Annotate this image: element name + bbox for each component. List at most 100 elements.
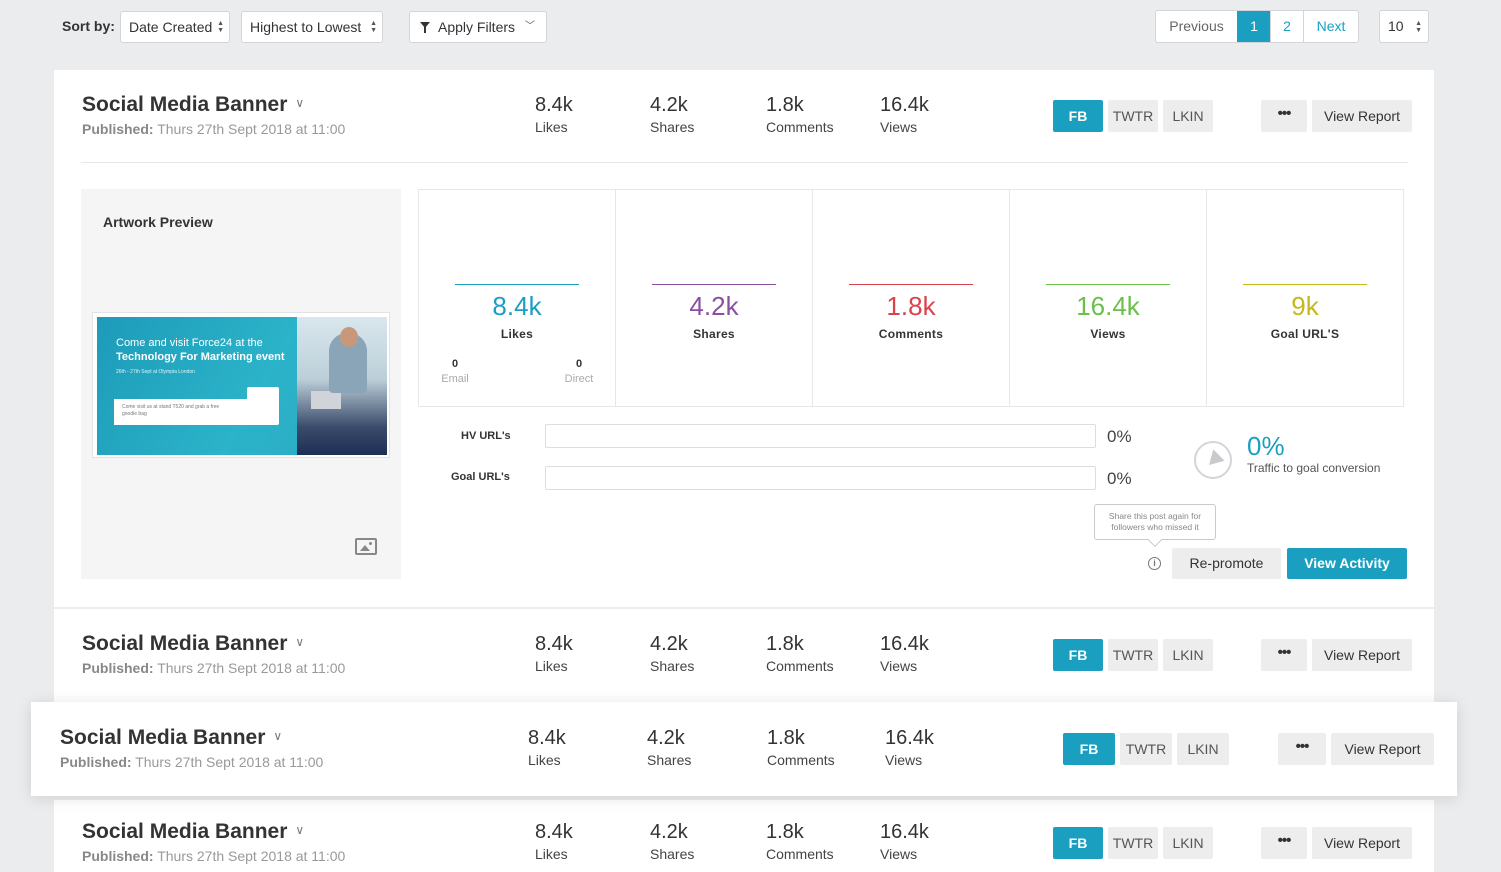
stat-views: 16.4k Views — [885, 727, 934, 768]
network-twtr-button[interactable]: TWTR — [1120, 733, 1172, 765]
stat-value: 16.4k — [880, 821, 929, 843]
stat-label: Views — [880, 846, 918, 862]
stat-likes: 8.4k Likes — [535, 633, 573, 674]
network-fb-button[interactable]: FB — [1053, 639, 1103, 671]
per-page-select[interactable]: 10 ▲ ▼ — [1379, 10, 1429, 43]
stat-label: Shares — [650, 658, 695, 674]
chevron-down-icon: ﹀ — [525, 21, 535, 32]
artwork-banner: Come and visit Force24 at the Technology… — [97, 317, 387, 455]
select-arrows-icon: ▲ ▼ — [217, 20, 224, 34]
post-title[interactable]: Social Media Banner ∨ — [60, 726, 282, 750]
more-options-button[interactable]: ••• — [1261, 827, 1307, 859]
post-title[interactable]: Social Media Banner ∨ — [82, 632, 304, 656]
view-report-button[interactable]: View Report — [1331, 733, 1434, 765]
network-twtr-button[interactable]: TWTR — [1108, 827, 1158, 859]
apply-filters-button[interactable]: Apply Filters ﹀ — [409, 11, 547, 43]
view-report-button[interactable]: View Report — [1312, 639, 1412, 671]
view-report-button[interactable]: View Report — [1312, 100, 1412, 132]
stat-accent-bar — [1243, 284, 1367, 285]
stat-value: 1.8k — [767, 727, 805, 749]
stat-accent-bar — [1046, 284, 1170, 285]
stat-label: Views — [880, 119, 918, 135]
goodie-bag-illustration — [247, 387, 279, 425]
stat-label: Comments — [766, 846, 834, 862]
stat-label: Views — [885, 752, 923, 768]
direct-value: 0 — [575, 358, 583, 370]
page-1-button[interactable]: 1 — [1237, 11, 1270, 42]
stat-big-label: Goal URL'S — [1270, 327, 1340, 341]
stat-value: 8.4k — [535, 633, 573, 655]
filter-icon — [420, 22, 430, 33]
stat-label: Comments — [766, 658, 834, 674]
repromote-button[interactable]: Re-promote — [1172, 548, 1281, 579]
chevron-down-icon[interactable]: ∨ — [273, 729, 283, 743]
sort-order-value: Highest to Lowest — [250, 19, 362, 35]
network-lkin-button[interactable]: LKIN — [1163, 639, 1213, 671]
per-page-value: 10 — [1388, 18, 1404, 34]
stat-big-value: 16.4k — [1076, 291, 1140, 321]
stat-label: Views — [880, 658, 918, 674]
pagination: Previous 1 2 Next — [1155, 10, 1359, 43]
published-date: Thurs 27th Sept 2018 at 11:00 — [157, 848, 346, 864]
post-title-text: Social Media Banner — [82, 820, 288, 843]
more-options-button[interactable]: ••• — [1261, 639, 1307, 671]
view-report-button[interactable]: View Report — [1312, 827, 1412, 859]
repromote-tooltip: Share this post again for followers who … — [1094, 504, 1216, 540]
stat-big-label: Shares — [693, 327, 735, 341]
stat-accent-bar — [455, 284, 579, 285]
network-twtr-button[interactable]: TWTR — [1108, 100, 1158, 132]
previous-page-button[interactable]: Previous — [1169, 18, 1224, 34]
stat-value: 16.4k — [880, 94, 929, 116]
hv-url-progress-bar — [545, 424, 1096, 448]
stat-cell-likes: 8.4k Likes 0 Email 0 Direct — [419, 190, 615, 406]
artwork-callout-box: Come visit us at stand T520 and grab a f… — [114, 399, 249, 425]
stat-label: Shares — [650, 846, 695, 862]
artwork-text-line2: Technology For Marketing event — [116, 351, 285, 363]
artwork-text-line3: 26th - 27th Sept at Olympia London — [116, 369, 195, 375]
stat-label: Likes — [528, 752, 561, 768]
select-arrows-icon: ▲ ▼ — [1415, 20, 1422, 34]
page-2-button[interactable]: 2 — [1270, 11, 1303, 42]
post-title-text: Social Media Banner — [82, 632, 288, 655]
stat-comments: 1.8k Comments — [766, 821, 834, 862]
stat-value: 1.8k — [766, 633, 804, 655]
view-activity-button[interactable]: View Activity — [1287, 548, 1407, 579]
network-twtr-button[interactable]: TWTR — [1108, 639, 1158, 671]
network-lkin-button[interactable]: LKIN — [1163, 827, 1213, 859]
stat-value: 1.8k — [766, 94, 804, 116]
post-title[interactable]: Social Media Banner ∨ — [82, 820, 304, 844]
sort-field-select[interactable]: Date Created ▲ ▼ — [120, 11, 230, 43]
info-icon[interactable]: i — [1148, 557, 1161, 570]
network-fb-button[interactable]: FB — [1053, 827, 1103, 859]
published-label: Published: — [82, 121, 154, 137]
more-options-button[interactable]: ••• — [1261, 100, 1307, 132]
network-lkin-button[interactable]: LKIN — [1177, 733, 1229, 765]
stat-cell-views: 16.4k Views — [1009, 190, 1206, 406]
image-icon[interactable] — [355, 538, 377, 555]
network-fb-button[interactable]: FB — [1053, 100, 1103, 132]
stat-label: Shares — [650, 119, 695, 135]
stat-big-value: 1.8k — [886, 291, 936, 321]
network-lkin-button[interactable]: LKIN — [1163, 100, 1213, 132]
stat-cell-comments: 1.8k Comments — [812, 190, 1009, 406]
network-fb-button[interactable]: FB — [1063, 733, 1115, 765]
stat-label: Comments — [766, 119, 834, 135]
artwork-image[interactable]: Come and visit Force24 at the Technology… — [92, 312, 390, 458]
chevron-down-icon[interactable]: ∨ — [295, 635, 305, 649]
hv-url-percent: 0% — [1107, 427, 1132, 446]
chevron-down-icon[interactable]: ∨ — [295, 823, 305, 837]
published-label: Published: — [82, 848, 154, 864]
more-options-button[interactable]: ••• — [1278, 733, 1326, 765]
stat-label: Likes — [535, 119, 568, 135]
stats-grid: 8.4k Likes 0 Email 0 Direct 4.2k Shares 1.… — [418, 189, 1404, 407]
post-title[interactable]: Social Media Banner ∨ — [82, 93, 304, 117]
stat-big-value: 8.4k — [492, 291, 542, 321]
stat-value: 1.8k — [766, 821, 804, 843]
chevron-down-icon[interactable]: ∨ — [295, 96, 305, 110]
stat-value: 4.2k — [650, 94, 688, 116]
sort-order-select[interactable]: Highest to Lowest ▲ ▼ — [241, 11, 383, 43]
stat-label: Likes — [535, 658, 568, 674]
next-page-button[interactable]: Next — [1303, 11, 1358, 42]
post-published: Published: Thurs 27th Sept 2018 at 11:00 — [82, 121, 345, 137]
stat-shares: 4.2k Shares — [650, 821, 694, 862]
